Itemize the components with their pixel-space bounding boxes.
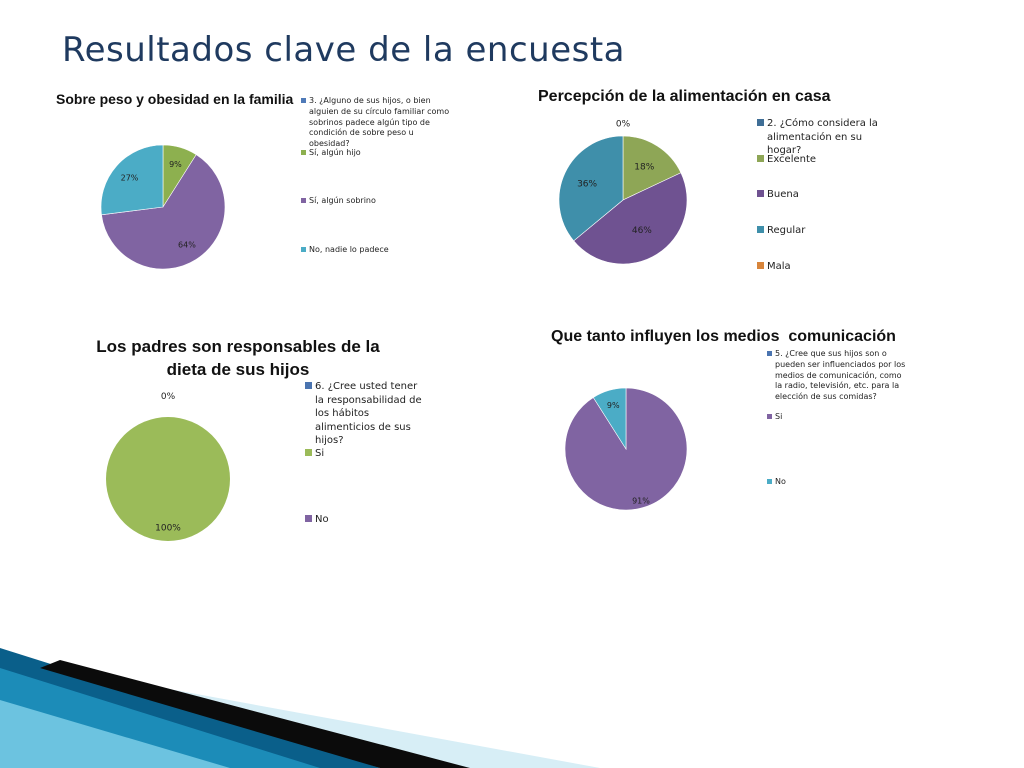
legend-swatch <box>757 119 764 126</box>
legend-swatch <box>301 198 306 203</box>
legend-header-padres: 6. ¿Cree usted tener la responsabilidad … <box>305 380 427 448</box>
pie-slice <box>100 144 164 216</box>
legend-swatch <box>301 247 306 252</box>
legend-swatch <box>301 150 306 155</box>
pie-data-label: 9% <box>169 160 182 169</box>
legend-question: 3. ¿Alguno de sus hijos, o bien alguien … <box>309 96 450 149</box>
legend-swatch <box>767 479 772 484</box>
legend-swatch <box>757 226 764 233</box>
legend-padres: 6. ¿Cree usted tener la responsabilidad … <box>305 380 445 530</box>
legend-header-alimentacion: 2. ¿Cómo considera la alimentación en su… <box>757 117 897 158</box>
pie-data-label: 9% <box>607 401 620 410</box>
legend-peso: 3. ¿Alguno de sus hijos, o bien alguien … <box>301 96 461 266</box>
legend-item: No, nadie lo padece <box>301 245 389 256</box>
pie-slice <box>101 154 226 270</box>
legend-label: No <box>315 514 329 525</box>
chart-title-alimentacion: Percepción de la alimentación en casa <box>538 88 831 105</box>
pie-data-label: 46% <box>632 226 652 236</box>
legend-item: Sí, algún sobrino <box>301 196 376 207</box>
pie-data-label: 100% <box>155 524 181 534</box>
legend-alimentacion: 2. ¿Cómo considera la alimentación en su… <box>757 117 917 277</box>
legend-label: No <box>775 477 786 486</box>
chart-title-medios: Que tanto influyen los medios comunicaci… <box>551 328 896 345</box>
legend-swatch <box>305 382 312 389</box>
chart-title-padres: Los padres son responsables de la dieta … <box>93 336 383 381</box>
legend-item: Regular <box>757 224 805 238</box>
pie-data-label: 64% <box>178 240 196 249</box>
legend-swatch <box>757 190 764 197</box>
pie-slice <box>592 387 627 451</box>
legend-label: Regular <box>767 225 806 236</box>
legend-label: Sí, algún hijo <box>309 148 361 157</box>
pie-data-label: 18% <box>634 163 654 173</box>
legend-item: Excelente <box>757 153 816 167</box>
legend-label: Buena <box>767 189 799 200</box>
slide-title: Resultados clave de la encuesta <box>62 30 626 70</box>
legend-label: No, nadie lo padece <box>309 245 389 254</box>
pie-data-label: 27% <box>121 173 139 182</box>
legend-label: Mala <box>767 261 791 272</box>
legend-item: Si <box>767 412 782 423</box>
legend-question: 2. ¿Cómo considera la alimentación en su… <box>767 118 878 156</box>
legend-label: Sí, algún sobrino <box>309 196 376 205</box>
legend-item: No <box>767 477 786 488</box>
legend-item: No <box>305 513 329 527</box>
pie-data-label: 91% <box>632 496 650 505</box>
legend-swatch <box>757 262 764 269</box>
legend-swatch <box>767 414 772 419</box>
pie-slice <box>558 135 624 242</box>
legend-question: 6. ¿Cree usted tener la responsabilidad … <box>315 381 422 446</box>
legend-swatch <box>305 515 312 522</box>
chart-title-line: Los padres son responsables de la <box>96 337 380 356</box>
pie-data-label: 0% <box>161 392 176 402</box>
legend-swatch <box>305 449 312 456</box>
legend-swatch <box>301 98 306 103</box>
pie-chart-peso: 9% 64% 27% <box>100 144 226 270</box>
pie-chart-padres: 100% 0% <box>106 392 230 541</box>
legend-label: Si <box>775 412 783 421</box>
pie-data-label: 36% <box>577 179 597 189</box>
legend-header-peso: 3. ¿Alguno de sus hijos, o bien alguien … <box>301 96 454 150</box>
legend-item: Buena <box>757 188 799 202</box>
legend-question: 5. ¿Cree que sus hijos son o pueden ser … <box>775 349 906 402</box>
pie-slice <box>573 172 688 265</box>
pie-chart-medios: 91% 9% <box>564 387 688 511</box>
deco-band-black <box>40 660 470 768</box>
deco-band-sky <box>0 700 230 768</box>
legend-item: Mala <box>757 260 791 274</box>
legend-label: Excelente <box>767 154 817 165</box>
legend-medios: 5. ¿Cree que sus hijos son o pueden ser … <box>767 349 917 494</box>
chart-title-line: dieta de sus hijos <box>166 360 310 380</box>
pie-chart-alimentacion: 18% 46% 36% 0% <box>558 119 688 265</box>
legend-item: Sí, algún hijo <box>301 148 361 159</box>
chart-title-peso: Sobre peso y obesidad en la familia <box>56 91 294 107</box>
pie-slice <box>622 135 682 201</box>
pie-data-label: 0% <box>616 119 631 129</box>
legend-item: Si <box>305 447 324 461</box>
legend-header-medios: 5. ¿Cree que sus hijos son o pueden ser … <box>767 349 911 403</box>
legend-swatch <box>767 351 772 356</box>
legend-swatch <box>757 155 764 162</box>
legend-label: Si <box>315 448 325 459</box>
pie-slice <box>106 417 230 541</box>
